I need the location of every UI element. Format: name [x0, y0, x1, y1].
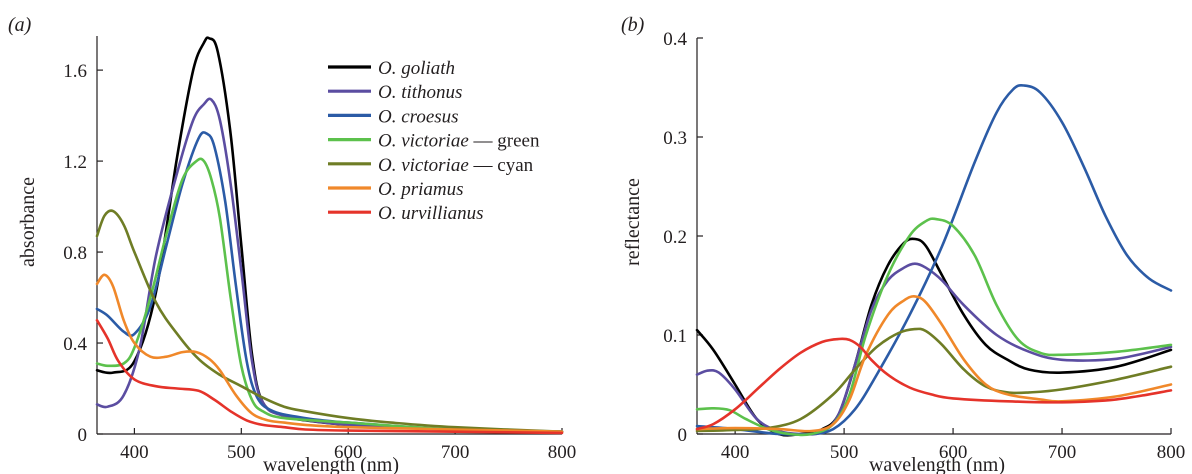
a-x-tick-label: 600 [334, 442, 363, 463]
b-y-tick-label: 0.3 [663, 128, 687, 149]
legend-label-o-tithonus: O. tithonus [378, 82, 462, 103]
b-x-tick-label: 500 [830, 442, 859, 463]
b-series-o-urvillianus [695, 337, 1173, 431]
panel-a-x-axis-label: wavelength (nm) [263, 454, 399, 474]
legend-label-o-goliath: O. goliath [378, 58, 455, 79]
b-y-tick-label: 0.4 [663, 29, 687, 50]
a-y-tick-label: 0 [78, 425, 88, 446]
panel-a-tick-labels: 400 500 600 700 800 0 0.4 0.8 1.2 1.6 [63, 61, 576, 463]
panel-b-series-lines [695, 83, 1173, 437]
a-x-tick-label: 400 [120, 442, 149, 463]
b-series-o-tithonus [695, 262, 1173, 436]
a-series-o-victoriae-green [95, 157, 564, 433]
b-x-tick-label: 800 [1157, 442, 1186, 463]
a-x-tick-label: 700 [441, 442, 470, 463]
panel-a-legend: O. goliath O. tithonus O. croesus O. victor… [328, 58, 540, 224]
legend-label-o-victoriae-green: O. victoriae — green [378, 131, 540, 152]
panel-b-x-axis-label: wavelength (nm) [869, 454, 1005, 474]
panel-b-reflectance-chart: (b) reflectance wavelength (nm) 400 500 60… [621, 14, 1185, 474]
a-x-tick-label: 800 [548, 442, 577, 463]
b-y-tick-label: 0.2 [663, 227, 687, 248]
a-series-o-urvillianus [95, 319, 564, 435]
legend-label-o-urvillianus: O. urvillianus [378, 203, 484, 224]
panel-b-label: (b) [621, 14, 645, 36]
b-y-tick-label: 0.1 [663, 326, 687, 347]
legend-label-o-victoriae-cyan: O. victoriae — cyan [378, 155, 534, 176]
a-y-tick-label: 1.6 [63, 61, 87, 82]
b-y-tick-label: 0 [678, 425, 688, 446]
panel-a-label: (a) [8, 14, 32, 36]
b-series-o-victoriae-green [695, 217, 1173, 437]
a-y-tick-label: 1.2 [63, 152, 87, 173]
b-x-tick-label: 700 [1048, 442, 1077, 463]
a-series-o-priamus [95, 273, 564, 433]
legend-label-o-croesus: O. croesus [378, 106, 459, 127]
panel-b-y-axis-label: reflectance [622, 178, 644, 266]
b-series-o-victoriae-cyan [695, 327, 1173, 433]
legend-label-o-priamus: O. priamus [378, 179, 464, 200]
panel-a-y-axis-label: absorbance [17, 177, 39, 267]
panel-b-axes [696, 37, 1172, 435]
a-x-tick-label: 500 [227, 442, 256, 463]
b-series-o-priamus [695, 295, 1173, 433]
b-x-tick-label: 600 [939, 442, 968, 463]
panel-a-series-lines [95, 36, 564, 435]
panel-b-tick-labels: 400 500 600 700 800 0 0.1 0.2 0.3 0.4 [663, 29, 1185, 463]
a-y-tick-label: 0.4 [63, 334, 87, 355]
b-x-tick-label: 400 [721, 442, 750, 463]
panel-a-absorbance-chart: (a) absorbance wavelength (nm) 400 500 600… [8, 14, 576, 474]
a-y-tick-label: 0.8 [63, 243, 87, 264]
